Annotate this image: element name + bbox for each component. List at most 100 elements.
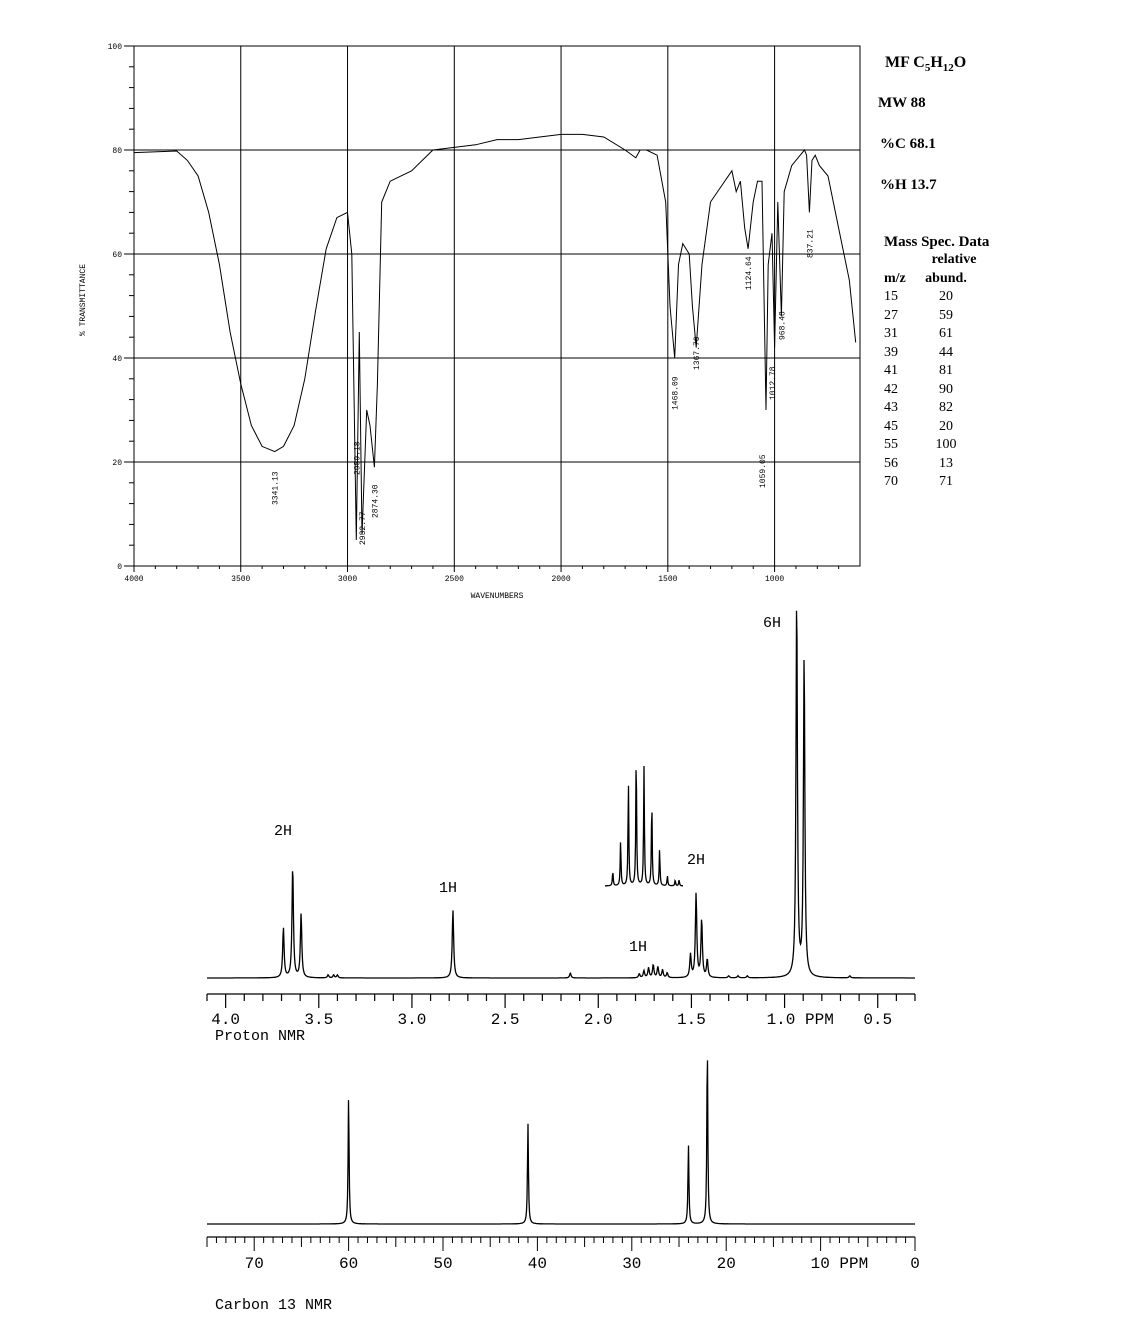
molecular-formula: MF C5H12O bbox=[885, 54, 966, 74]
mass-spec-row: 41 81 bbox=[884, 362, 992, 381]
ir-peak-label: 1124.64 bbox=[745, 256, 754, 290]
mass-spec-row: 15 20 bbox=[884, 288, 992, 307]
carbon-nmr-panel: 70 60 50 40 30 20 10 PPM 0 Carbon 13 NMR bbox=[206, 1060, 920, 1314]
ir-y-tick-label: 40 bbox=[112, 355, 122, 364]
proton-nmr-tick-label: 2.0 bbox=[584, 1011, 613, 1029]
proton-nmr-label: Proton NMR bbox=[215, 1028, 305, 1045]
mass-spec-mz: 45 bbox=[884, 418, 898, 434]
mass-spec-title: Mass Spec. Data bbox=[884, 234, 990, 250]
mass-spec-row: 31 61 bbox=[884, 325, 992, 344]
carbon-nmr-tick-label: 30 bbox=[622, 1255, 641, 1273]
proton-nmr-spectrum-line bbox=[207, 610, 915, 979]
percent-carbon: %C 68.1 bbox=[880, 136, 936, 152]
proton-nmr-axis-ticks bbox=[206, 994, 916, 1008]
ir-peak-label: 1012.78 bbox=[769, 366, 778, 400]
ir-grid bbox=[134, 46, 860, 566]
ir-peak-label: 1059.05 bbox=[759, 454, 768, 488]
mf-prefix: MF C bbox=[885, 54, 925, 71]
carbon-nmr-spectrum-line bbox=[207, 1060, 915, 1225]
mass-spec-abundance: 81 bbox=[939, 363, 953, 378]
proton-nmr-tick-label: 1.5 bbox=[677, 1011, 706, 1029]
mass-spec-abundance: 90 bbox=[939, 381, 953, 397]
carbon-nmr-tick-label: 40 bbox=[528, 1255, 547, 1273]
carbon-nmr-tick-label: 0 bbox=[910, 1255, 920, 1273]
mass-spec-mz: 31 bbox=[884, 326, 898, 341]
mass-spec-abundance: 44 bbox=[939, 344, 953, 360]
mass-spec-col-mz: m/z bbox=[884, 270, 906, 286]
ir-x-tick-label: 1000 bbox=[765, 575, 784, 584]
ir-x-tick-label: 1500 bbox=[658, 575, 677, 584]
mass-spec-abundance: 13 bbox=[939, 455, 953, 471]
mf-oxygen: O bbox=[953, 54, 967, 71]
mass-spec-abundance: 71 bbox=[939, 474, 953, 489]
ir-x-tick-label: 3500 bbox=[231, 575, 250, 584]
mass-spec-mz: 15 bbox=[884, 289, 898, 304]
ir-y-axis-label: % TRANSMITTANCE bbox=[79, 264, 88, 336]
mass-spec-abundance: 20 bbox=[939, 289, 953, 304]
mass-spec-mz: 55 bbox=[884, 437, 898, 452]
ir-y-tick-label: 60 bbox=[112, 251, 122, 260]
mass-spec-row: 45 20 bbox=[884, 418, 992, 437]
proton-nmr-integrations: 2H 1H 1H 2H 6H bbox=[274, 615, 781, 956]
ir-x-axis-label: WAVENUMBERS bbox=[471, 592, 524, 601]
mass-spec-abundance: 20 bbox=[939, 418, 953, 434]
ir-y-tick-label: 100 bbox=[108, 43, 123, 52]
ir-x-tick-label: 2000 bbox=[551, 575, 570, 584]
mass-spec-mz: 56 bbox=[884, 455, 898, 471]
carbon-nmr-tick-labels: 70 60 50 40 30 20 10 PPM 0 bbox=[245, 1255, 920, 1273]
mass-spec-abundance: 82 bbox=[939, 400, 953, 415]
ir-x-tick-label: 4000 bbox=[124, 575, 143, 584]
mass-spec-row: 55 100 bbox=[884, 436, 992, 455]
mass-spec-mz: 43 bbox=[884, 400, 898, 415]
ir-peak-label: 968.48 bbox=[778, 311, 787, 340]
proton-nmr-expansion-inset bbox=[605, 765, 683, 887]
proton-nmr-integration: 1H bbox=[439, 880, 457, 897]
mass-spec-mz: 42 bbox=[884, 381, 898, 397]
proton-nmr-tick-labels: 4.0 3.5 3.0 2.5 2.0 1.5 1.0 PPM 0.5 bbox=[211, 1011, 892, 1029]
mass-spec-table: Mass Spec. Data relative m/z abund. 15 20 2… bbox=[884, 234, 992, 492]
proton-nmr-integration: 2H bbox=[274, 823, 292, 840]
proton-nmr-tick-label: 3.5 bbox=[304, 1011, 333, 1029]
ir-peak-label: 837.21 bbox=[806, 229, 815, 258]
mass-spec-row: 27 59 bbox=[884, 307, 992, 326]
ir-spectrum-line bbox=[133, 133, 857, 541]
ir-peak-label: 2959.18 bbox=[353, 441, 362, 475]
proton-nmr-integration: 2H bbox=[687, 852, 705, 869]
mass-spec-abundance: 100 bbox=[935, 437, 957, 452]
ir-frame bbox=[133, 45, 861, 567]
mf-hydrogen: H bbox=[930, 54, 943, 71]
mass-spec-row: 56 13 bbox=[884, 455, 992, 474]
ir-peak-label: 2874.30 bbox=[371, 484, 380, 518]
proton-nmr-tick-label: 4.0 bbox=[211, 1011, 240, 1029]
carbon-nmr-tick-label: 70 bbox=[245, 1255, 264, 1273]
ir-x-tick-label: 2500 bbox=[445, 575, 464, 584]
carbon-nmr-label: Carbon 13 NMR bbox=[215, 1297, 332, 1314]
ir-peak-label: 1367.70 bbox=[693, 336, 702, 370]
ir-peak-label: 3341.13 bbox=[272, 471, 281, 505]
mass-spec-mz: 41 bbox=[884, 363, 898, 378]
ir-x-tick-label: 3000 bbox=[338, 575, 357, 584]
carbon-nmr-tick-label: 60 bbox=[339, 1255, 358, 1273]
mf-carbon-count: 5 bbox=[924, 62, 931, 75]
mass-spec-rows: 15 20 27 59 31 61 39 44 41 81 42 90 43 82 45 20 55 100 56 1… bbox=[884, 288, 992, 492]
carbon-nmr-tick-label: 50 bbox=[433, 1255, 452, 1273]
mass-spec-mz: 70 bbox=[884, 474, 898, 489]
mass-spec-mz: 39 bbox=[884, 344, 898, 360]
mf-hydrogen-count: 12 bbox=[942, 62, 954, 75]
mass-spec-row: 39 44 bbox=[884, 344, 992, 363]
mass-spec-header: m/z abund. bbox=[884, 270, 992, 289]
ir-y-tick-label: 20 bbox=[112, 459, 122, 468]
ir-peak-label: 1468.09 bbox=[672, 376, 681, 410]
proton-nmr-integration: 1H bbox=[629, 939, 647, 956]
mass-spec-row: 70 71 bbox=[884, 473, 992, 492]
carbon-nmr-axis-ticks bbox=[206, 1237, 916, 1251]
ir-y-tick-label: 0 bbox=[117, 563, 122, 572]
percent-hydrogen: %H 13.7 bbox=[880, 177, 937, 193]
mass-spec-row: 43 82 bbox=[884, 399, 992, 418]
carbon-nmr-tick-label: 10 PPM bbox=[811, 1255, 869, 1273]
carbon-nmr-tick-label: 20 bbox=[717, 1255, 736, 1273]
proton-nmr-tick-label: 1.0 PPM bbox=[767, 1011, 834, 1029]
mass-spec-row: 42 90 bbox=[884, 381, 992, 400]
